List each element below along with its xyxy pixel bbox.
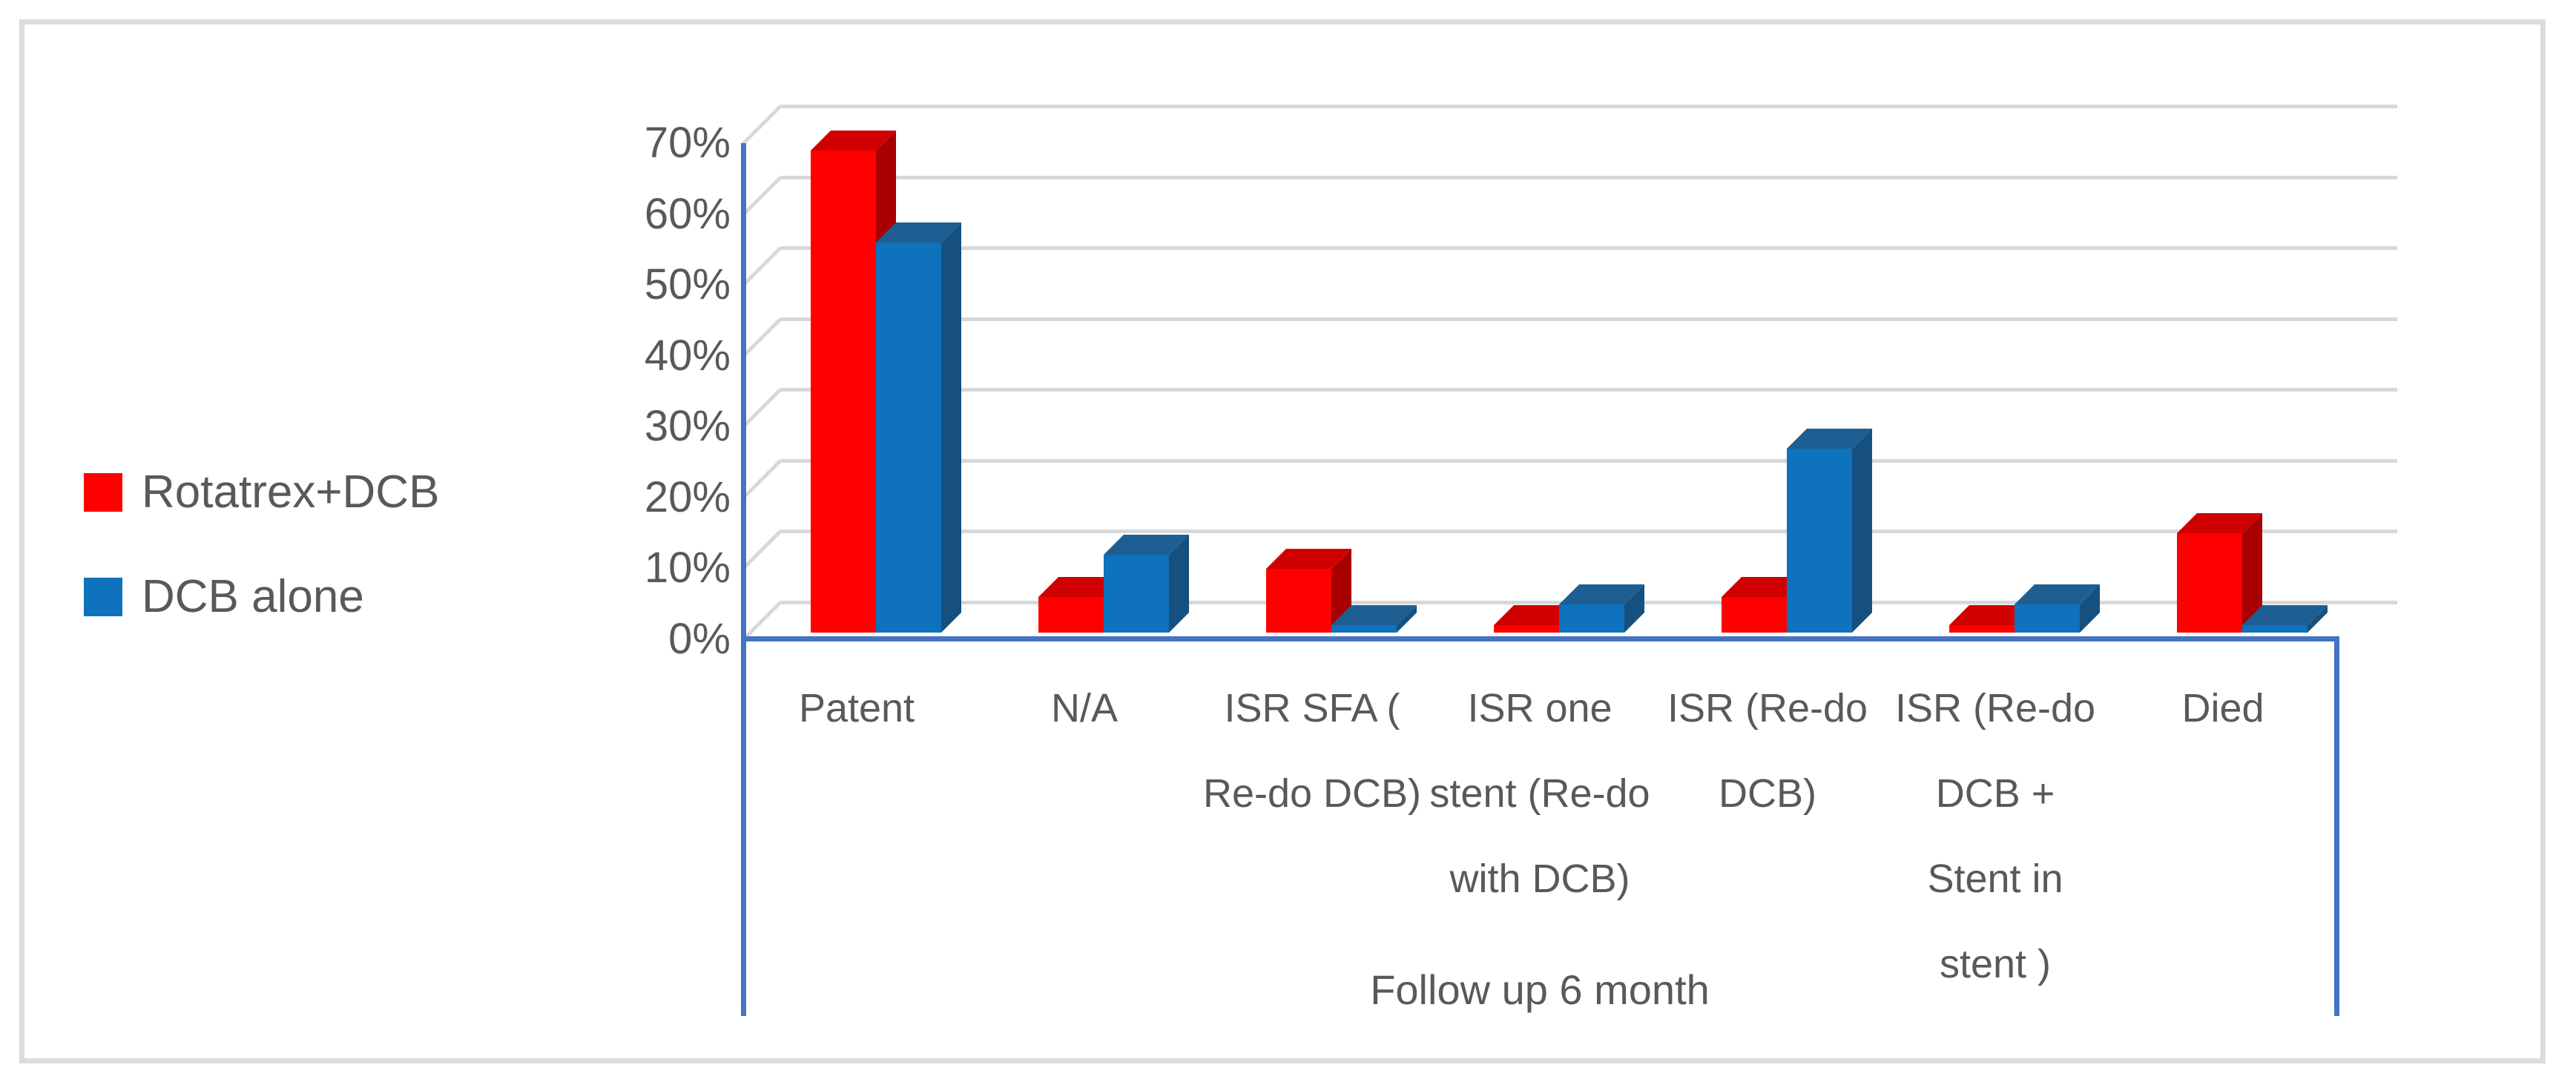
bar-front-face <box>2177 533 2242 633</box>
bar-dcb-alone-cat3 <box>1559 584 1644 633</box>
bar-rotatrex-dcb-cat5 <box>1949 605 2035 633</box>
gridline <box>780 175 2397 179</box>
y-tick-label: 30% <box>644 402 731 451</box>
x-category-label: ISR one stent (Re-do with DCB) <box>1429 686 1650 901</box>
bar-front-face <box>811 151 876 633</box>
bar-front-face <box>1331 625 1397 633</box>
gridline <box>780 246 2397 251</box>
bar-front-face <box>2015 604 2080 633</box>
bar-front-face <box>1038 597 1104 633</box>
y-tick-label: 40% <box>644 331 731 380</box>
figure-border <box>19 19 2546 1063</box>
legend-label-dcb-alone: DCB alone <box>142 571 364 622</box>
x-category-label: Died <box>2181 686 2264 730</box>
bar-front-face <box>1104 554 1169 633</box>
bar-rotatrex-dcb-cat6 <box>2177 513 2262 633</box>
gridline <box>780 105 2397 108</box>
bar-rotatrex-dcb-cat1 <box>1038 577 1124 633</box>
legend-label-rotatrex-dcb: Rotatrex+DCB <box>142 466 440 518</box>
bar-rotatrex-dcb-cat2 <box>1266 548 1351 633</box>
y-tick-label: 60% <box>644 189 731 238</box>
bar-rotatrex-dcb-cat4 <box>1722 577 1807 633</box>
bar-dcb-alone-cat0 <box>876 222 961 633</box>
bar-front-face <box>1787 448 1852 633</box>
y-tick-label: 0% <box>668 615 731 663</box>
gridline <box>780 458 2397 463</box>
bar-front-face <box>2242 625 2307 633</box>
x-axis-baseline <box>741 636 2339 641</box>
bar-dcb-alone-cat2 <box>1331 605 1417 633</box>
legend-swatch-dcb-alone-icon <box>84 577 122 616</box>
y-tick-label: 50% <box>644 260 731 309</box>
bar-dcb-alone-cat6 <box>2242 605 2328 633</box>
gridline <box>780 388 2397 392</box>
bar-front-face <box>876 243 941 633</box>
bar-front-face <box>1494 625 1559 633</box>
bar-rotatrex-dcb-cat3 <box>1494 605 1579 633</box>
bar-front-face <box>1266 568 1331 633</box>
y-axis-line <box>741 143 746 1016</box>
bar-dcb-alone-cat4 <box>1787 428 1872 633</box>
bar-front-face <box>1722 597 1787 633</box>
legend-item-dcb-alone: DCB alone <box>84 570 364 623</box>
bar-front-face <box>1559 604 1624 633</box>
gridline <box>780 530 2397 534</box>
x-category-label: ISR (Re-do DCB) <box>1667 686 1868 816</box>
bar-dcb-alone-cat5 <box>2015 584 2100 633</box>
bar-side-face <box>941 222 961 633</box>
y-tick-label: 70% <box>644 119 731 167</box>
bar-dcb-alone-cat1 <box>1104 534 1189 633</box>
x-category-label: ISR SFA ( Re-do DCB) <box>1202 686 1422 816</box>
bar-rotatrex-dcb-cat0 <box>811 131 896 633</box>
legend-item-rotatrex-dcb: Rotatrex+DCB <box>84 466 439 518</box>
bar-side-face <box>1852 428 1872 633</box>
y-tick-label: 10% <box>644 544 731 593</box>
x-category-label: ISR (Re-do DCB + Stent in stent ) <box>1894 686 2096 986</box>
gridline <box>780 317 2397 321</box>
axis-frame-right-line <box>2334 636 2339 1016</box>
x-category-label: Patent <box>798 686 915 730</box>
y-tick-label: 20% <box>644 472 731 521</box>
bar-front-face <box>1949 625 2015 633</box>
legend-swatch-rotatrex-dcb-icon <box>84 472 122 512</box>
x-axis-title: Follow up 6 month <box>1370 966 1710 1013</box>
x-category-label: N/A <box>1050 686 1119 730</box>
